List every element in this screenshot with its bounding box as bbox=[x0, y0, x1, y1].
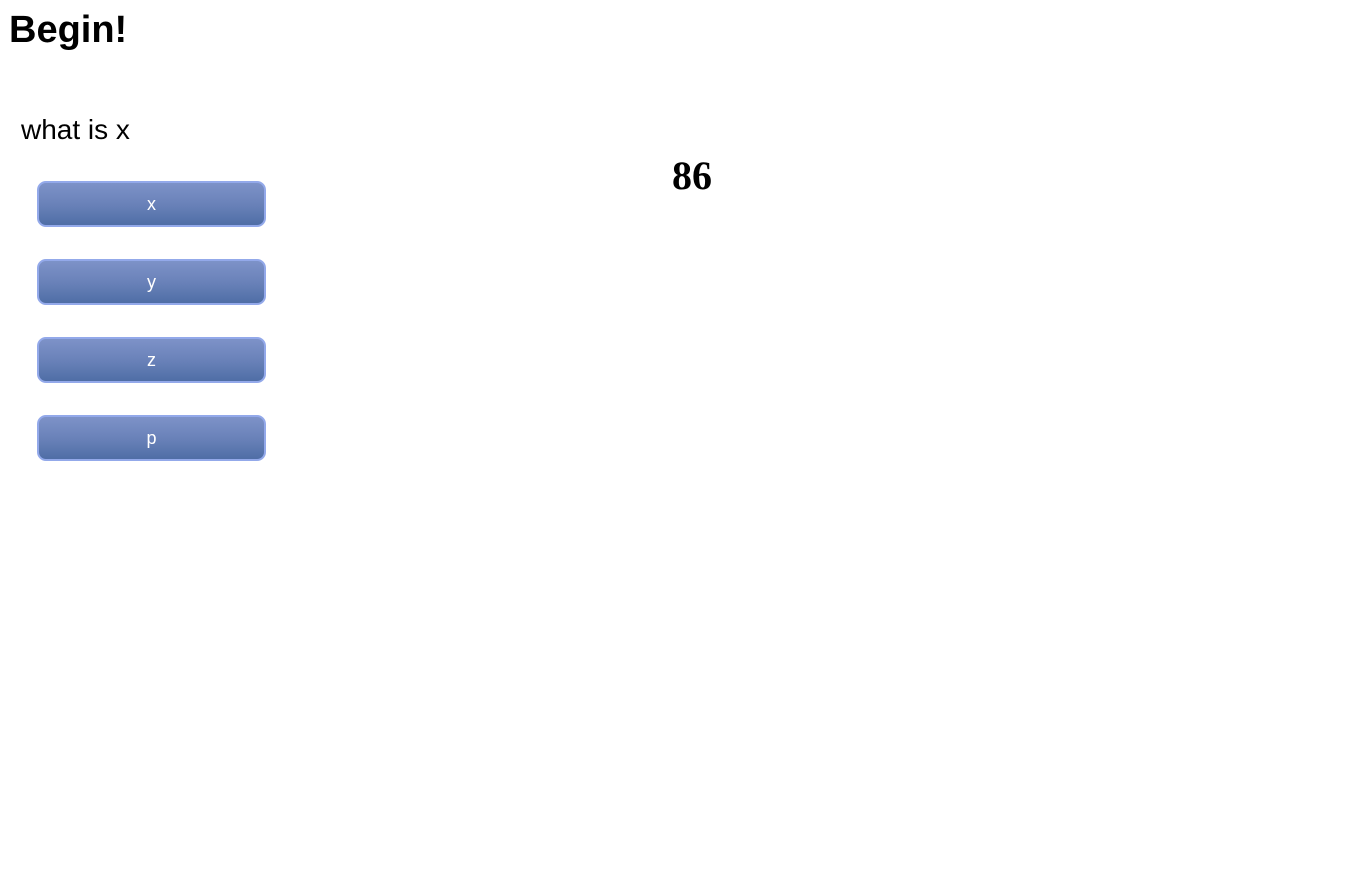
answer-button-p[interactable]: p bbox=[37, 415, 266, 461]
answer-button-x[interactable]: x bbox=[37, 181, 266, 227]
countdown-counter: 86 bbox=[672, 153, 712, 198]
answer-button-z[interactable]: z bbox=[37, 337, 266, 383]
answer-button-y[interactable]: y bbox=[37, 259, 266, 305]
page-title: Begin! bbox=[9, 9, 128, 51]
question-text: what is x bbox=[21, 114, 130, 145]
answer-options: x y z p bbox=[37, 181, 266, 493]
